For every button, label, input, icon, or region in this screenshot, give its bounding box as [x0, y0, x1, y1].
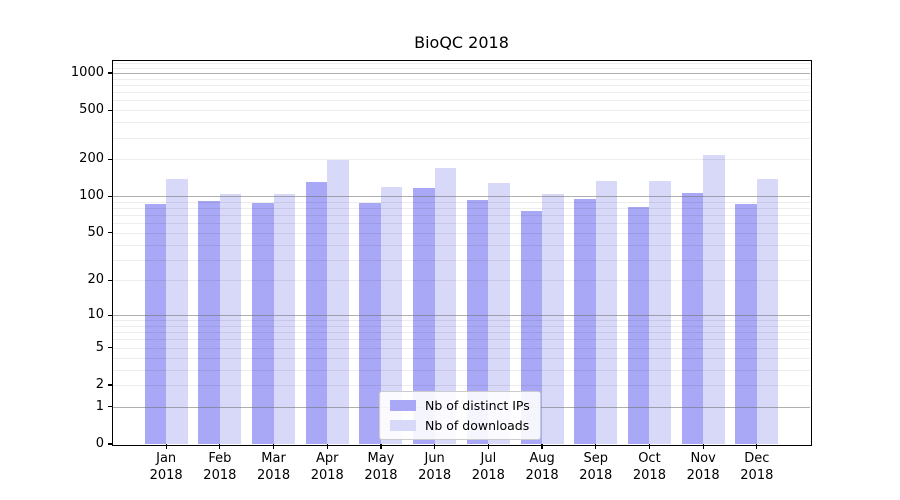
- x-tick: [380, 444, 382, 449]
- x-tick: [702, 444, 704, 449]
- bar-jan-downloads: [166, 179, 188, 444]
- x-tick-label: May 2018: [364, 451, 398, 483]
- bar-aug-distinct-ips: [520, 211, 543, 444]
- y-tick: [107, 72, 113, 74]
- y-tick: [107, 109, 113, 111]
- y-tick: [107, 195, 113, 197]
- x-tick: [487, 444, 489, 449]
- y-tick-label: 500: [79, 102, 104, 118]
- y-tick-label: 20: [87, 272, 104, 288]
- y-tick-label: 50: [87, 224, 104, 240]
- legend-item-downloads: Nb of downloads: [390, 418, 530, 433]
- x-tick-label: Jan 2018: [149, 451, 183, 483]
- x-tick: [326, 444, 328, 449]
- bar-oct-distinct-ips: [627, 207, 650, 444]
- x-tick: [756, 444, 758, 449]
- x-tick: [541, 444, 543, 449]
- bar-jun-downloads: [434, 167, 457, 444]
- y-tick-label: 1: [95, 398, 104, 414]
- y-tick-label: 5: [95, 339, 104, 355]
- bar-dec-distinct-ips: [735, 203, 757, 444]
- chart-title: BioQC 2018: [414, 33, 509, 52]
- bar-dec-downloads: [756, 178, 779, 444]
- bar-sep-downloads: [595, 181, 618, 444]
- y-tick: [107, 406, 113, 408]
- y-tick-label: 0: [95, 436, 104, 451]
- y-tick: [107, 158, 113, 160]
- x-tick-label: Oct 2018: [632, 451, 666, 483]
- x-tick-label: Apr 2018: [310, 451, 344, 483]
- y-tick: [107, 443, 113, 445]
- bar-jul-downloads: [488, 183, 510, 444]
- y-tick-label: 100: [79, 188, 104, 204]
- y-tick: [107, 314, 113, 316]
- x-tick: [595, 444, 597, 449]
- x-tick-label: Jul 2018: [471, 451, 505, 483]
- bar-mar-distinct-ips: [252, 202, 274, 444]
- bar-apr-downloads: [327, 160, 349, 444]
- bar-jan-distinct-ips: [144, 203, 167, 444]
- legend-label-distinct-ips: Nb of distinct IPs: [425, 398, 530, 413]
- legend-label-downloads: Nb of downloads: [425, 418, 530, 433]
- x-tick-label: Aug 2018: [525, 451, 559, 483]
- bar-feb-distinct-ips: [198, 201, 220, 444]
- bar-aug-downloads: [542, 193, 564, 444]
- bar-apr-distinct-ips: [305, 182, 328, 444]
- x-tick-label: Sep 2018: [579, 451, 613, 483]
- bar-jul-distinct-ips: [466, 200, 489, 444]
- legend: Nb of distinct IPs Nb of downloads: [379, 391, 541, 440]
- x-tick: [272, 444, 275, 449]
- bar-oct-downloads: [649, 180, 671, 444]
- x-tick: [434, 444, 436, 449]
- bar-mar-downloads: [273, 194, 296, 444]
- y-tick: [107, 232, 113, 234]
- x-tick-label: Feb 2018: [203, 451, 237, 483]
- y-tick-label: 1000: [70, 64, 104, 80]
- plot-area: Nb of distinct IPs Nb of downloads: [113, 61, 810, 444]
- y-tick-label: 200: [79, 151, 104, 167]
- x-tick-label: Mar 2018: [257, 451, 291, 483]
- x-tick-label: Jun 2018: [418, 451, 452, 483]
- x-tick: [219, 444, 221, 449]
- x-tick-label: Nov 2018: [686, 451, 720, 483]
- bars-layer: [113, 61, 810, 444]
- x-tick: [165, 444, 167, 449]
- bar-may-distinct-ips: [359, 202, 381, 444]
- y-tick-label: 10: [87, 307, 104, 323]
- y-tick: [107, 279, 113, 282]
- legend-item-distinct-ips: Nb of distinct IPs: [390, 398, 530, 413]
- y-tick: [107, 347, 113, 349]
- bar-sep-distinct-ips: [574, 199, 596, 444]
- bar-nov-downloads: [703, 155, 725, 444]
- bar-feb-downloads: [219, 194, 242, 444]
- x-tick: [648, 444, 651, 449]
- y-tick: [107, 384, 113, 386]
- bar-nov-distinct-ips: [681, 192, 704, 444]
- x-tick-label: Dec 2018: [740, 451, 774, 483]
- y-tick-label: 2: [95, 377, 104, 392]
- legend-swatch-distinct-ips: [390, 400, 416, 411]
- legend-swatch-downloads: [390, 420, 416, 431]
